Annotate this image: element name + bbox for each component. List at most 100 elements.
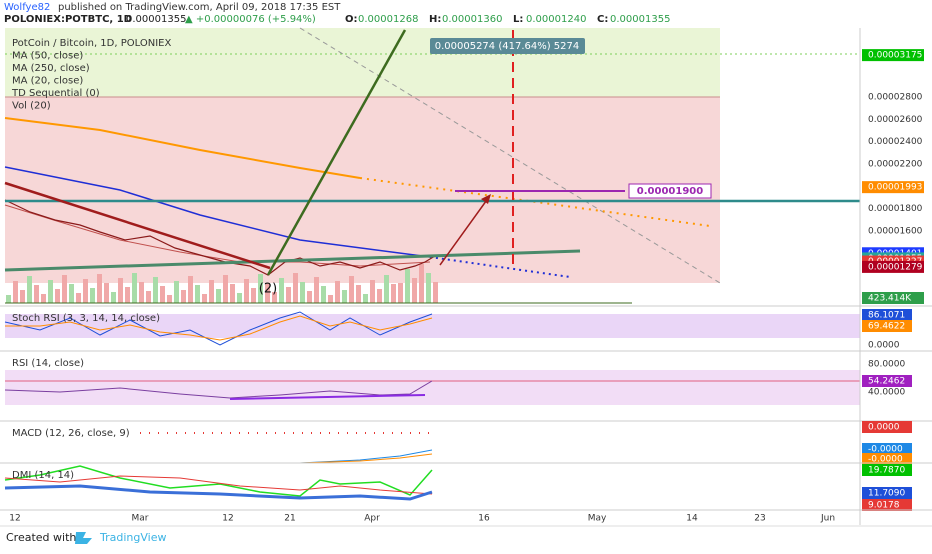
panels: Stoch RSI (3, 3, 14, 14, close) 86.107169… xyxy=(0,305,932,511)
panel-axis-label: 69.4622 xyxy=(868,322,905,332)
ma250 xyxy=(4,117,361,179)
volume-bar xyxy=(328,295,333,303)
volume-bar xyxy=(223,275,228,303)
volume-bar xyxy=(349,276,354,303)
last: 0.00001355 xyxy=(126,14,186,25)
time-label: 23 xyxy=(754,514,765,524)
legend-item: Vol (20) xyxy=(12,101,51,112)
volume-bar xyxy=(279,278,284,303)
time-label: 12 xyxy=(9,514,20,524)
wave-label: (2) xyxy=(259,282,277,297)
diagonal xyxy=(299,27,721,284)
volume-bar xyxy=(412,278,417,303)
volume-bar xyxy=(286,287,291,303)
price-label: 0.00001600 xyxy=(868,227,923,237)
ohlc-key: L: xyxy=(513,14,523,25)
volume-bar xyxy=(55,289,60,303)
panel-badge xyxy=(862,453,912,465)
panel-badge xyxy=(862,464,912,476)
volume-bar xyxy=(426,273,431,303)
price-label: 0.00002800 xyxy=(868,93,923,103)
volume-bar xyxy=(272,292,277,303)
rsi xyxy=(4,380,433,399)
volume-bar xyxy=(160,286,165,303)
rsi-trend xyxy=(229,394,426,400)
price-badge xyxy=(862,49,924,62)
time-axis: 12 Mar 12 21 Apr 16 May 14 23 Jun xyxy=(0,509,932,524)
volume-bar xyxy=(76,293,81,303)
panel-axis-label: -0.0000 xyxy=(868,455,903,465)
volume-bar xyxy=(27,276,32,303)
volume-bar xyxy=(195,285,200,303)
price-label: 0.00002400 xyxy=(868,137,923,147)
time-label: 21 xyxy=(284,514,295,524)
panel-title: MACD (12, 26, close, 9) xyxy=(12,428,130,439)
volume-bar xyxy=(251,288,256,303)
ohlc-value: 0.00001268 xyxy=(358,14,418,25)
volume-bar xyxy=(167,295,172,303)
price-label: 0.00001800 xyxy=(868,204,923,214)
volume-bar xyxy=(41,294,46,303)
panel-axis-label: 0.0000 xyxy=(868,423,900,433)
volume-bar xyxy=(174,281,179,303)
volume-bar xyxy=(293,273,298,303)
panel-badge xyxy=(862,309,912,321)
legend-item: TD Sequential (0) xyxy=(11,88,100,99)
volume-bar xyxy=(405,269,410,303)
ohlc-key: O: xyxy=(345,14,358,25)
volume-bar xyxy=(181,290,186,303)
legend-item: MA (250, close) xyxy=(12,63,90,74)
time-label: 12 xyxy=(222,514,233,524)
stoch-band xyxy=(5,314,860,338)
volume-bar xyxy=(188,276,193,303)
volume-bar xyxy=(433,282,438,303)
volume-bar xyxy=(202,294,207,303)
volume xyxy=(6,264,438,303)
panel-axis-label: 9.0178 xyxy=(868,501,900,511)
target-label: 0.00001900 xyxy=(637,186,703,197)
symbol: POLONIEX:POTBTC, 1D xyxy=(4,14,132,25)
panel-badge xyxy=(862,443,912,455)
volume-bar xyxy=(97,274,102,303)
volume-bar xyxy=(356,285,361,303)
time-label: Jun xyxy=(820,514,835,524)
volume-bar xyxy=(419,264,424,303)
volume-bar xyxy=(125,287,130,303)
ohlc-key: C: xyxy=(597,14,608,25)
volume-bar xyxy=(307,291,312,303)
panel-badge xyxy=(862,421,912,433)
legend-item: MA (20, close) xyxy=(12,76,83,87)
time-label: Apr xyxy=(364,514,380,524)
panel-axis-label: 86.1071 xyxy=(868,311,905,321)
price-label: 0.00001279 xyxy=(868,262,923,272)
volume-bar xyxy=(398,283,403,303)
footer-brand[interactable]: TradingView xyxy=(99,531,166,544)
volume-bar xyxy=(391,284,396,303)
volume-bar xyxy=(370,280,375,303)
panel-title: RSI (14, close) xyxy=(12,358,84,369)
panel-axis-label: 0.0000 xyxy=(868,341,900,351)
volume-bar xyxy=(118,278,123,303)
volume-bar xyxy=(69,284,74,303)
target-box xyxy=(628,183,712,199)
time-label: 14 xyxy=(686,514,698,524)
volume-bar xyxy=(321,286,326,303)
author[interactable]: Wolfye82 xyxy=(4,2,50,13)
volume-bar xyxy=(90,288,95,303)
ma50 xyxy=(4,166,431,258)
legend-item: PotCoin / Bitcoin, 1D, POLONIEX xyxy=(12,38,171,49)
time-label: 16 xyxy=(478,514,490,524)
ohlc: O: 0.00001268 H: 0.00001360 L: 0.00001240 C: 0.… xyxy=(345,14,670,25)
ohlc-value: 0.00001355 xyxy=(610,14,670,25)
zone-green xyxy=(5,28,720,97)
published: published on TradingView.com, April 09, … xyxy=(58,2,341,13)
volume-bar xyxy=(48,280,53,303)
price-label: 0.00003175 xyxy=(868,51,922,61)
volume-bar xyxy=(335,281,340,303)
volume-bar xyxy=(83,279,88,303)
volume-bar xyxy=(363,294,368,303)
ohlc-value: 0.00001360 xyxy=(442,14,502,25)
price-badge xyxy=(862,292,924,304)
footer-created: Created with xyxy=(6,531,76,544)
measure-box xyxy=(430,38,585,54)
